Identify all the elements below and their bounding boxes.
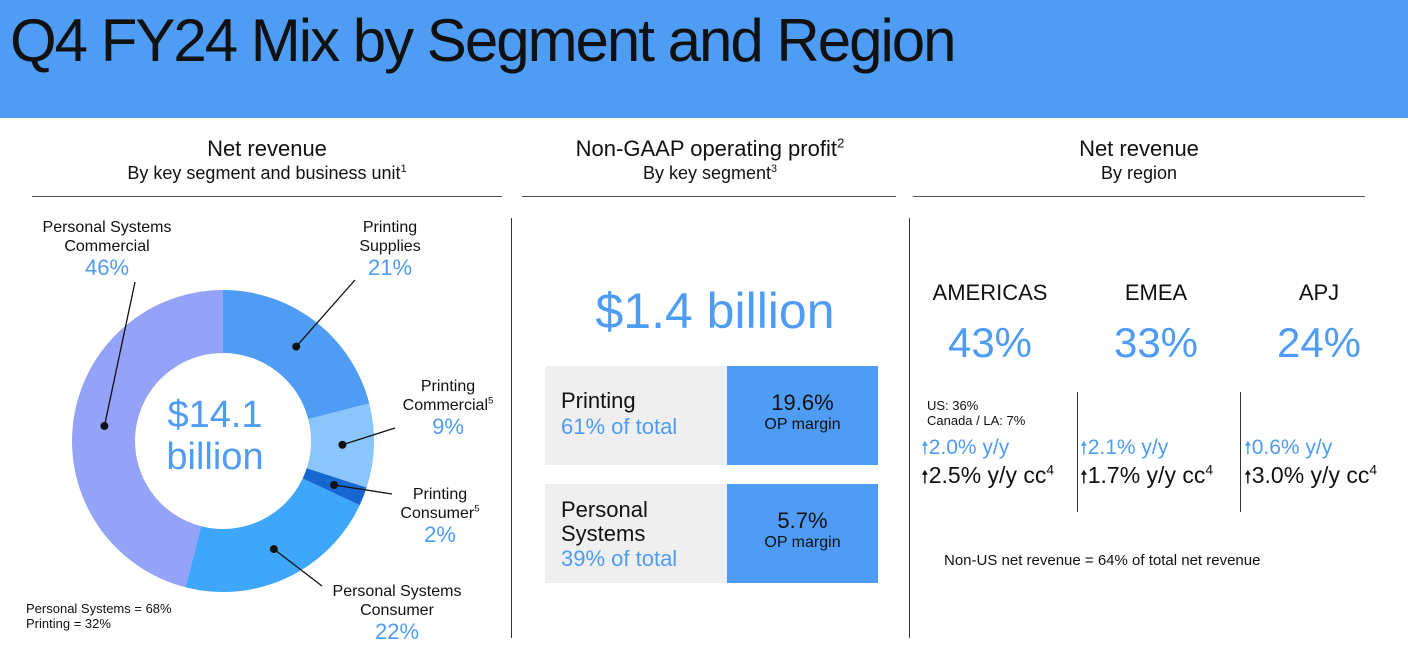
region-heading-rule xyxy=(913,196,1365,197)
pct-printing-consumer: 2% xyxy=(424,522,456,547)
leader-dot xyxy=(292,342,301,351)
pct-printing-commercial: 9% xyxy=(432,414,464,439)
up-arrow-icon: 🠕 xyxy=(921,438,929,458)
op-segment-printing: Printing 61% of total 19.6% OP margin xyxy=(545,366,878,465)
segment-margin-box: 5.7% OP margin xyxy=(727,484,878,583)
label-ps-consumer: Personal Systems Consumer 22% xyxy=(312,582,482,644)
pct-ps-commercial: 46% xyxy=(84,255,130,280)
leader-line xyxy=(273,548,323,587)
up-arrow-icon: 🠕 xyxy=(921,467,929,487)
segment-margin-value: 19.6% xyxy=(771,390,834,415)
op-heading: Non-GAAP operating profit2 xyxy=(575,135,845,161)
segment-share: 61% of total xyxy=(561,414,678,439)
revenue-subheading: By key segment and business unit1 xyxy=(127,163,407,183)
region-divider-2 xyxy=(1240,392,1241,512)
op-subheading: By key segment3 xyxy=(642,163,778,183)
region-pct-emea: 33% xyxy=(1113,319,1199,366)
donut-center-value: $14.1 billion xyxy=(140,394,290,478)
segment-margin-value: 5.7% xyxy=(777,508,828,533)
op-total-value: $1.4 billion xyxy=(595,283,835,339)
segment-name: Printing xyxy=(561,388,636,413)
segment-margin-label: OP margin xyxy=(764,416,841,433)
growth-emea: 🠕2.1% y/y 🠕1.7% y/y cc4 xyxy=(1080,435,1213,491)
growth-apj: 🠕0.6% y/y 🠕3.0% y/y cc4 xyxy=(1244,435,1377,491)
leader-line xyxy=(103,281,136,427)
op-segment-personal-systems: Personal Systems 39% of total 5.7% OP ma… xyxy=(545,484,878,583)
leader-dot xyxy=(100,422,109,431)
donut-slice-personal-systems-commercial xyxy=(72,290,223,588)
up-arrow-icon: 🠕 xyxy=(1080,467,1088,487)
label-printing-commercial: Printing Commercial5 9% xyxy=(390,377,506,439)
donut-center-unit: billion xyxy=(166,436,264,478)
up-arrow-icon: 🠕 xyxy=(1244,467,1252,487)
region-name-apj: APJ xyxy=(1298,280,1340,305)
up-arrow-icon: 🠕 xyxy=(1080,438,1088,458)
leader-line xyxy=(334,484,393,495)
leader-line xyxy=(342,427,396,446)
region-pct-apj: 24% xyxy=(1276,319,1362,366)
region-divider-1 xyxy=(1077,392,1078,512)
americas-split: US: 36% Canada / LA: 7% xyxy=(927,398,1026,428)
region-subheading: By region xyxy=(1100,163,1178,183)
up-arrow-icon: 🠕 xyxy=(1244,438,1252,458)
leader-dot xyxy=(269,545,278,554)
segment-share: 39% of total xyxy=(561,546,678,571)
leader-line xyxy=(295,279,356,348)
non-us-footnote: Non-US net revenue = 64% of total net re… xyxy=(944,552,1261,569)
header-banner: Q4 FY24 Mix by Segment and Region xyxy=(0,0,1408,118)
region-name-emea: EMEA xyxy=(1124,280,1188,305)
page-title: Q4 FY24 Mix by Segment and Region xyxy=(10,7,957,74)
label-ps-commercial: Personal Systems Commercial 46% xyxy=(22,218,192,280)
label-printing-supplies: Printing Supplies 21% xyxy=(330,218,450,280)
segment-margin-label: OP margin xyxy=(764,534,841,551)
pct-ps-consumer: 22% xyxy=(374,619,420,644)
leader-dot xyxy=(330,480,339,489)
segment-split-note: Personal Systems = 68% Printing = 32% xyxy=(26,601,172,631)
growth-americas: 🠕2.0% y/y 🠕2.5% y/y cc4 xyxy=(921,435,1054,491)
pct-printing-supplies: 21% xyxy=(367,255,413,280)
revenue-heading: Net revenue xyxy=(207,136,327,161)
donut-slice-personal-systems-consumer xyxy=(185,478,360,592)
segment-margin-box: 19.6% OP margin xyxy=(727,366,878,465)
revenue-donut-chart xyxy=(72,279,396,592)
region-pct-americas: 43% xyxy=(947,319,1033,366)
leader-dot xyxy=(338,440,347,449)
op-heading-rule xyxy=(522,196,896,197)
region-name-americas: AMERICAS xyxy=(932,280,1048,305)
donut-slice-printing-supplies xyxy=(223,290,370,420)
revenue-heading-rule xyxy=(32,196,502,197)
region-heading: Net revenue xyxy=(1079,136,1199,161)
segment-name: Personal Systems xyxy=(561,497,648,546)
label-printing-consumer: Printing Consumer5 2% xyxy=(384,485,496,547)
column-divider-1 xyxy=(511,218,512,638)
column-divider-2 xyxy=(909,218,910,638)
donut-center-amount: $14.1 xyxy=(167,394,263,436)
